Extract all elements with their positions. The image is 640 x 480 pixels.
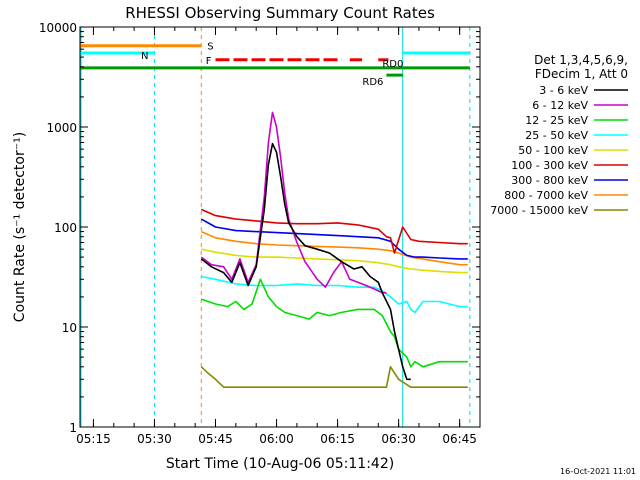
series-line-800-7000-kev (200, 230, 468, 266)
y-tick-label: 1000 (46, 121, 77, 135)
legend-label-6-12-kev: 6 - 12 keV (532, 99, 588, 112)
x-tick-label: 06:30 (381, 432, 416, 446)
axes: 05:15 05:30 05:45 06:00 06:15 06:30 06:45 1 10 10… (39, 21, 481, 446)
series-line-6-12-kev (200, 111, 387, 294)
x-axis-label: Start Time (10-Aug-06 05:11:42) (166, 456, 394, 472)
series-line-12-25-kev (201, 278, 468, 368)
x-tick-label: 05:45 (198, 432, 233, 446)
legend-label-25-50-kev: 25 - 50 keV (525, 129, 588, 142)
series-line-300-800-kev (200, 218, 468, 260)
y-tick-label: 10000 (39, 21, 77, 35)
x-tick-label: 06:45 (442, 432, 477, 446)
series-line-50-100-kev (201, 248, 468, 274)
legend-label-12-25-kev: 12 - 25 keV (525, 114, 588, 127)
legend-header-line1: Det 1,3,4,5,6,9, (534, 53, 628, 67)
state-label-s: S (207, 42, 213, 53)
y-tick-label: 1 (69, 421, 77, 435)
legend-label-7000-15000-kev: 7000 - 15000 keV (490, 204, 588, 217)
series-line-7000-15000-kev (200, 365, 468, 389)
legend-header-line2: FDecim 1, Att 0 (535, 67, 628, 81)
series-line-3-6-kev (200, 142, 411, 381)
legend-label-50-100-kev: 50 - 100 keV (518, 144, 588, 157)
legend-label-100-300-kev: 100 - 300 keV (511, 159, 588, 172)
legend-label-300-800-kev: 300 - 800 keV (511, 174, 588, 187)
series-line-100-300-kev (200, 208, 468, 254)
y-tick-label: 10 (62, 321, 77, 335)
x-tick-label: 05:30 (137, 432, 172, 446)
series-line-25-50-kev (201, 275, 468, 314)
x-tick-label: 05:15 (76, 432, 111, 446)
x-tick-label: 06:15 (320, 432, 355, 446)
state-label-f: F (206, 56, 212, 67)
state-label-rd0: RD0 (382, 59, 403, 70)
state-label-rd6: RD6 (362, 77, 383, 88)
x-tick-label: 06:00 (259, 432, 294, 446)
footer-date: 16-Oct-2021 11:01 (560, 467, 636, 476)
series-layer (200, 111, 468, 389)
legend-label-3-6-kev: 3 - 6 keV (539, 84, 588, 97)
state-bars: S N F RD0 RD6 (80, 42, 470, 88)
y-axis-label: Count Rate (s⁻¹ detector⁻¹) (12, 132, 28, 322)
chart-title: RHESSI Observing Summary Count Rates (125, 4, 435, 22)
y-tick-label: 100 (54, 221, 77, 235)
legend: 3 - 6 keV 6 - 12 keV 12 - 25 keV 25 - 50 ke… (490, 84, 628, 217)
state-label-n: N (141, 51, 148, 62)
legend-label-800-7000-kev: 800 - 7000 keV (504, 189, 588, 202)
